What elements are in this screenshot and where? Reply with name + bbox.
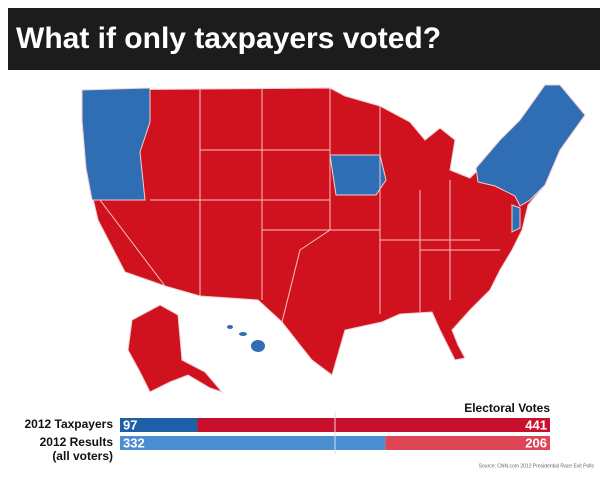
us-map	[81, 84, 586, 394]
mid-atlantic	[511, 204, 521, 233]
alaska	[127, 304, 224, 394]
value-label: 332	[123, 435, 145, 450]
hawaii	[251, 340, 265, 352]
category-label: 2012 Taxpayers	[24, 417, 113, 431]
state-lines	[99, 88, 500, 323]
hawaii	[239, 332, 247, 336]
chart-title: Electoral Votes	[464, 401, 550, 415]
value-label: 97	[123, 417, 137, 432]
category-sublabel: (all voters)	[52, 449, 113, 463]
iowa	[329, 154, 387, 196]
bar-segment	[385, 436, 550, 450]
category-label: 2012 Results	[40, 435, 114, 449]
washington-oregon	[81, 87, 151, 201]
bar-segment	[120, 436, 386, 450]
bar-segment	[120, 418, 198, 432]
bar-segment	[197, 418, 550, 432]
value-label: 206	[525, 435, 547, 450]
value-label: 441	[525, 417, 547, 432]
hawaii	[227, 325, 233, 329]
source: Source: CNN.com 2012 Presidential Race E…	[479, 463, 595, 469]
northeast	[475, 84, 586, 207]
title: What if only taxpayers voted?	[16, 22, 441, 55]
title-bar	[8, 8, 600, 70]
